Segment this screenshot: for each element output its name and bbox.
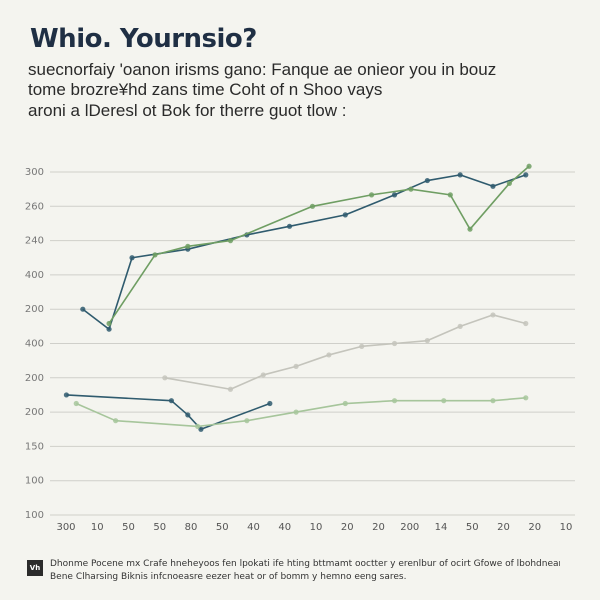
x-tick-label: 200 (400, 522, 419, 533)
data-point (326, 352, 332, 358)
series-line (75, 397, 526, 428)
data-point (260, 372, 266, 378)
source-badge: Vh (27, 560, 43, 576)
data-point (523, 172, 529, 178)
data-point (185, 243, 191, 249)
data-point (63, 392, 70, 398)
data-point (195, 423, 201, 429)
series-layer (63, 163, 532, 432)
data-point (293, 363, 299, 369)
data-point (490, 183, 496, 189)
x-axis-ticks: 300 10 50 50 80 50 40 40 10 20 20 200 14 50 20 20 10 (56, 522, 572, 533)
data-point (523, 395, 529, 401)
data-point (368, 192, 375, 198)
chart-subtitle-line-1: suecnorfaiy 'oanon irisms gano: Fanque a… (28, 60, 497, 79)
grid-lines (50, 171, 575, 516)
data-point (506, 180, 512, 187)
data-point (467, 226, 473, 232)
data-point (526, 163, 532, 169)
chart-subtitle-line-2: tome brozre¥hd zans time Coht of n Shoo … (28, 80, 383, 99)
y-tick-label: 240 (25, 236, 44, 247)
data-point (391, 340, 398, 347)
data-point (523, 320, 529, 327)
footer-line-2: Bene Clharsing Biknis infcnoeasre eezer … (50, 572, 407, 582)
data-point (309, 203, 316, 209)
data-point (359, 343, 365, 349)
data-point (106, 326, 112, 332)
data-point (129, 255, 135, 261)
series-line (82, 174, 527, 331)
data-point (490, 398, 496, 404)
chart-title: Whio. Yournsio? (30, 24, 257, 54)
data-point (457, 323, 463, 329)
y-tick-label: 100 (25, 510, 44, 521)
y-tick-label: 300 (25, 167, 44, 178)
data-point (185, 412, 191, 418)
data-point (168, 398, 175, 404)
y-tick-label: 150 (25, 441, 44, 452)
x-tick-label: 20 (528, 522, 541, 533)
y-axis-ticks: 300 260 240 400 200 400 200 200 150 100 100 (25, 167, 44, 521)
data-point (342, 212, 348, 218)
data-point (244, 418, 250, 424)
data-point (80, 306, 86, 312)
data-point (424, 177, 430, 184)
data-point (342, 400, 348, 407)
data-point (227, 386, 234, 392)
x-tick-label: 50 (216, 522, 229, 533)
data-point (408, 186, 414, 192)
x-tick-label: 10 (310, 522, 323, 533)
data-point (73, 400, 79, 407)
data-point (457, 172, 463, 178)
data-point (293, 409, 299, 415)
data-point (490, 312, 496, 318)
x-tick-label: 20 (497, 522, 510, 533)
chart-subtitle-line-3: aroni a lDeresl ot Bok for therre guot t… (28, 101, 347, 120)
y-tick-label: 400 (25, 270, 44, 281)
series-line (108, 165, 530, 324)
x-tick-label: 40 (247, 522, 260, 533)
data-point (152, 252, 158, 258)
data-point (267, 400, 273, 407)
x-tick-label: 80 (185, 522, 198, 533)
x-tick-label: 14 (435, 522, 448, 533)
y-tick-label: 200 (25, 373, 44, 384)
x-tick-label: 10 (560, 522, 573, 533)
footer-note: Dhonme Pocene mx Crafe hneheyoos fen lpo… (50, 558, 560, 584)
x-tick-label: 300 (56, 522, 75, 533)
data-point (424, 338, 430, 344)
data-point (447, 192, 453, 198)
x-tick-label: 40 (278, 522, 291, 533)
y-tick-label: 260 (25, 201, 44, 212)
x-tick-label: 20 (341, 522, 354, 533)
x-tick-label: 20 (372, 522, 385, 533)
data-point (227, 238, 234, 244)
data-point (162, 375, 168, 381)
x-tick-label: 50 (466, 522, 479, 533)
data-point (113, 418, 119, 424)
data-point (391, 398, 398, 404)
y-tick-label: 200 (25, 304, 44, 315)
x-tick-label: 10 (91, 522, 104, 533)
data-point (286, 223, 293, 229)
y-tick-label: 100 (25, 476, 44, 487)
data-point (391, 192, 398, 198)
data-point (441, 398, 447, 404)
y-tick-label: 400 (25, 339, 44, 350)
y-tick-label: 200 (25, 407, 44, 418)
data-point (106, 320, 112, 327)
footer-line-1: Dhonme Pocene mx Crafe hneheyoos fen lpo… (50, 559, 560, 569)
x-tick-label: 50 (122, 522, 135, 533)
x-tick-label: 50 (153, 522, 166, 533)
